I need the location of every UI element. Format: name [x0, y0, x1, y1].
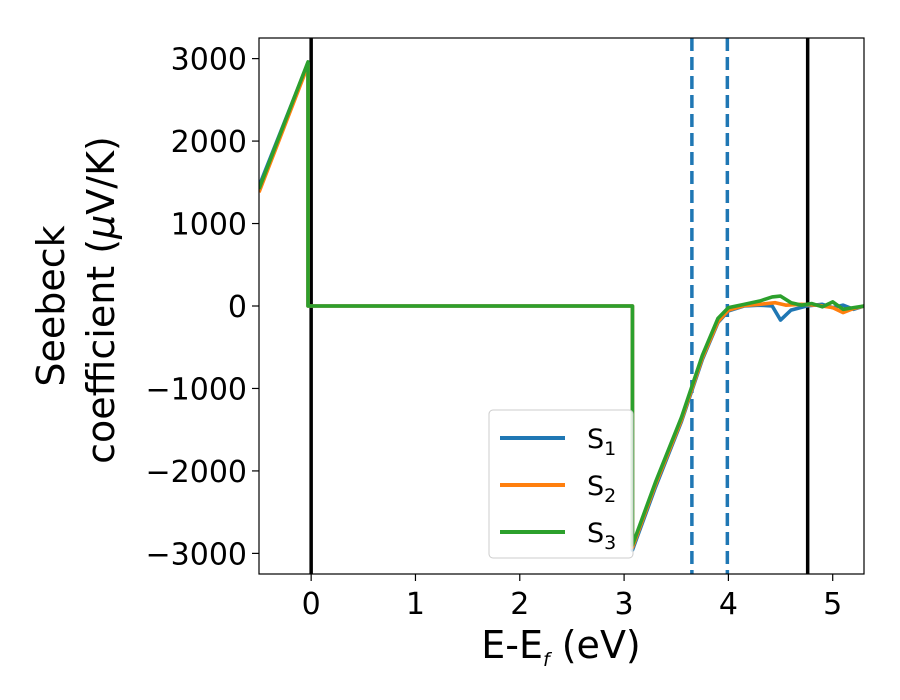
legend-label: S2	[587, 471, 616, 507]
legend-label: S1	[587, 424, 616, 460]
y-axis-title-line1: Seebeck	[29, 225, 73, 386]
y-axis-ticks: 3000 2000 1000 0 −1000 −2000 −3000	[146, 43, 259, 572]
x-tick-label: 1	[406, 587, 425, 622]
y-axis-title-line2: coefficient (μV/K)	[79, 136, 123, 464]
legend-label: S3	[587, 518, 616, 554]
x-tick-label: 5	[823, 587, 842, 622]
x-tick-label: 3	[615, 587, 634, 622]
y-axis-title: Seebeck coefficient (μV/K)	[29, 136, 123, 464]
x-axis-ticks: 0 1 2 3 4 5	[302, 574, 842, 622]
x-axis-title: E-Ef (eV)	[481, 623, 641, 671]
y-tick-label: 2000	[171, 125, 247, 160]
x-tick-label: 2	[510, 587, 529, 622]
y-tick-label: −1000	[146, 372, 247, 407]
x-tick-label: 4	[719, 587, 738, 622]
y-tick-label: 1000	[171, 208, 247, 243]
y-tick-label: 0	[228, 290, 247, 325]
x-tick-label: 0	[302, 587, 321, 622]
y-tick-label: −2000	[146, 455, 247, 490]
y-tick-label: −3000	[146, 537, 247, 572]
y-tick-label: 3000	[171, 43, 247, 78]
legend: S1 S2 S3	[488, 409, 634, 559]
